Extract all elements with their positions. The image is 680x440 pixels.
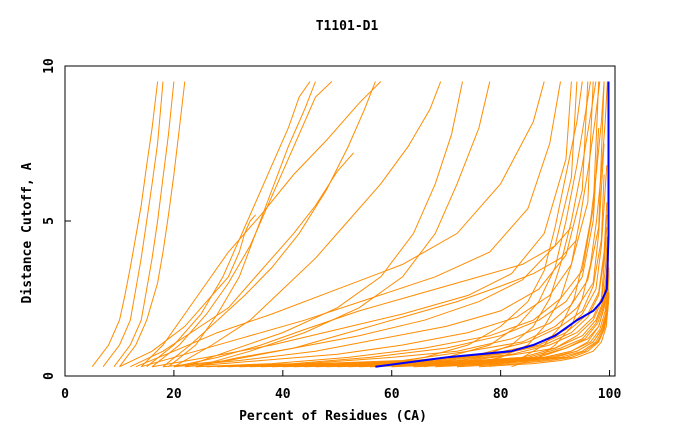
series-line-5 (146, 81, 311, 368)
chart-title: T1101-D1 (316, 19, 379, 34)
series-line-48 (173, 226, 572, 368)
x-tick-label: 20 (166, 387, 182, 402)
y-tick-label: 0 (42, 372, 57, 380)
series-line-16 (173, 81, 589, 368)
series-line-19 (206, 127, 600, 368)
y-tick-label: 5 (42, 217, 57, 225)
x-tick-label: 80 (493, 387, 509, 402)
series-line-41 (391, 81, 591, 368)
series-line-40 (369, 81, 583, 368)
series-line-12 (135, 81, 545, 368)
series-line-32 (348, 267, 610, 368)
series-line-9 (173, 81, 442, 368)
x-tick-label: 60 (384, 387, 400, 402)
series-line-13 (141, 81, 561, 368)
series-line-11 (195, 81, 491, 368)
series-line-17 (184, 81, 594, 368)
ticks-layer: 0 20 40 60 80 100 0 5 10 (42, 58, 621, 402)
x-tick-label: 100 (598, 387, 622, 402)
series-line-46 (119, 214, 256, 368)
series-line-47 (130, 152, 354, 368)
x-tick-label: 0 (61, 387, 69, 402)
series-line-49 (195, 239, 578, 368)
y-tick-label: 10 (42, 58, 57, 74)
series-line-8 (168, 81, 316, 368)
series-line-15 (162, 81, 578, 368)
series-line-42 (424, 81, 597, 368)
series-line-45 (511, 81, 608, 368)
series-line-39 (478, 301, 609, 368)
series-line-2 (113, 81, 175, 368)
series-line-10 (184, 81, 463, 368)
series-line-35 (391, 289, 609, 368)
series-line-29 (315, 251, 609, 368)
series-line-0 (91, 81, 159, 368)
series-line-44 (489, 81, 605, 368)
series-line-20 (217, 81, 605, 368)
series-line-highlight (375, 81, 610, 368)
y-axis-label: Distance Cutoff, A (20, 162, 35, 303)
series-line-1 (102, 81, 164, 368)
series-line-3 (119, 81, 186, 368)
x-axis-label: Percent of Residues (CA) (239, 409, 427, 424)
series-line-33 (359, 270, 610, 368)
series-line-21 (228, 143, 605, 368)
x-tick-label: 40 (275, 387, 291, 402)
series-line-18 (195, 81, 600, 368)
series-layer (91, 81, 610, 368)
